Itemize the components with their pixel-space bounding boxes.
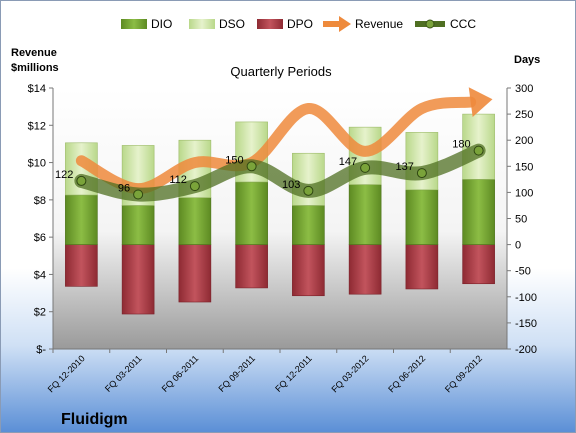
left-tick-label: $- (36, 344, 46, 356)
legend-swatch-ccc (415, 19, 445, 29)
revenue-arrowhead (468, 87, 493, 117)
ccc-point (189, 181, 200, 192)
x-tick-label: FQ 12-2010 (46, 353, 87, 394)
company-name: Fluidigm (61, 411, 128, 428)
dio-bar (292, 205, 325, 245)
ccc-point (416, 168, 427, 179)
legend-swatch-dio (121, 19, 147, 29)
ccc-point (76, 175, 87, 186)
legend-swatch-revenue (323, 16, 351, 32)
legend-label-dso: DSO (219, 17, 245, 31)
right-axis-title: Days (514, 54, 540, 66)
x-tick-label: FQ 09-2012 (443, 353, 484, 394)
right-tick-label: 50 (515, 214, 527, 226)
left-tick-label: $10 (28, 158, 46, 170)
legend-label-revenue: Revenue (355, 17, 403, 31)
legend-label-dio: DIO (151, 17, 172, 31)
right-tick-label: 0 (515, 240, 521, 252)
legend-label-ccc: CCC (450, 17, 476, 31)
x-tick-label: FQ 06-2011 (160, 353, 201, 394)
dio-bar (235, 181, 268, 245)
left-tick-label: $12 (28, 120, 46, 132)
right-tick-label: -50 (515, 266, 531, 278)
dio-bar (348, 184, 382, 245)
legend: DIO DSO DPO Revenue CCC (121, 16, 476, 32)
dpo-bar (462, 244, 495, 285)
ccc-data-label: 150 (225, 154, 243, 166)
ccc-data-label: 112 (169, 174, 187, 186)
legend-swatch-dso (189, 19, 215, 29)
x-tick-label: FQ 12-2011 (273, 353, 314, 394)
right-tick-label: 300 (515, 83, 533, 95)
ccc-data-label: 147 (339, 156, 357, 168)
right-tick-label: -200 (515, 344, 537, 356)
ccc-point (246, 161, 257, 172)
left-tick-label: $2 (34, 307, 46, 319)
dio-bar (405, 189, 439, 245)
dpo-bar (235, 244, 268, 289)
left-axis-title-line1: Revenue (11, 47, 57, 59)
dpo-bar (65, 244, 98, 287)
right-tick-label: 100 (515, 187, 533, 199)
chart-title: Quarterly Periods (230, 64, 332, 79)
legend-swatch-dpo (257, 19, 283, 29)
ccc-data-label: 103 (282, 179, 300, 191)
right-tick-label: 200 (515, 135, 533, 147)
ccc-data-label: 122 (55, 169, 73, 181)
dpo-bar (348, 244, 382, 295)
bars-layer (65, 113, 495, 315)
dio-bar (65, 194, 98, 245)
dpo-bar (292, 244, 325, 297)
dpo-bar (178, 244, 212, 303)
ccc-point (303, 185, 314, 196)
ccc-point (133, 189, 144, 200)
dio-bar (462, 179, 495, 245)
left-tick-label: $8 (34, 195, 46, 207)
x-tick-label: FQ 03-2011 (103, 353, 144, 394)
right-tick-label: 150 (515, 161, 533, 173)
dio-bar (178, 197, 212, 245)
x-tick-label: FQ 09-2011 (216, 353, 257, 394)
ccc-data-label: 137 (396, 161, 414, 173)
left-tick-label: $6 (34, 232, 46, 244)
ccc-line (74, 143, 486, 202)
ccc-data-label: 96 (118, 182, 130, 194)
legend-label-dpo: DPO (287, 17, 313, 31)
lines-layer: 122 96 112 150 103 147 137 180 (55, 87, 493, 202)
ccc-point (360, 162, 371, 173)
dso-bar (405, 132, 439, 191)
left-axis-title-line2: $millions (11, 62, 59, 74)
right-tick-label: 250 (515, 109, 533, 121)
left-tick-label: $14 (28, 83, 46, 95)
right-tick-label: -150 (515, 318, 537, 330)
x-tick-label: FQ 03-2012 (330, 353, 371, 394)
dpo-bar (405, 244, 439, 290)
dpo-bar (121, 244, 155, 315)
x-tick-label: FQ 06-2012 (386, 353, 427, 394)
right-tick-label: -100 (515, 292, 537, 304)
dio-bar (121, 205, 155, 245)
left-tick-label: $4 (34, 269, 46, 281)
ccc-point (473, 145, 484, 156)
ccc-data-label: 180 (452, 139, 470, 151)
